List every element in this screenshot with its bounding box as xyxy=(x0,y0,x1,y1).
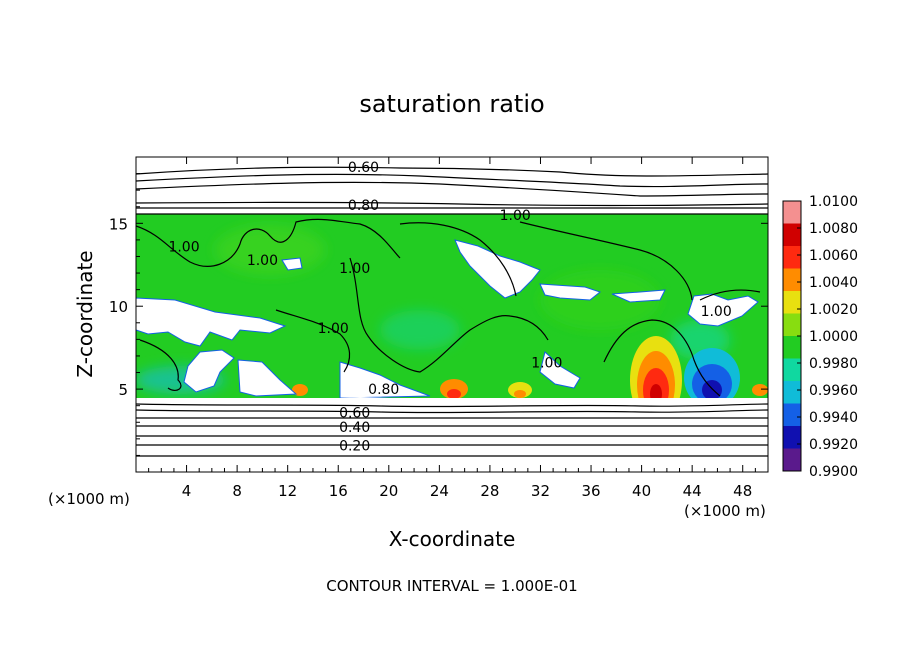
colorbar-label: 0.9920 xyxy=(809,437,858,453)
contour-label: 0.20 xyxy=(339,438,370,454)
lower-region xyxy=(136,398,768,472)
colorbar-label: 0.9980 xyxy=(809,356,858,372)
colorbar-swatch xyxy=(783,268,801,291)
upper-boundary xyxy=(136,211,768,214)
colorbar-swatch xyxy=(783,201,801,224)
colorbar-label: 0.9940 xyxy=(809,410,858,426)
x-tick-label: 40 xyxy=(632,482,651,500)
contour-labels: 0.60 0.80 1.00 1.00 1.00 1.00 1.00 1.00 1.00 0.80… xyxy=(168,160,732,455)
chart-title: saturation ratio xyxy=(359,90,544,118)
contour-interval-note: CONTOUR INTERVAL = 1.000E-01 xyxy=(326,577,577,595)
contour-label: 1.00 xyxy=(168,240,199,256)
contour-label: 0.40 xyxy=(339,420,370,436)
contour-lines xyxy=(136,166,768,457)
y-axis-label: Z-coordinate xyxy=(73,250,97,377)
colorbar-label: 0.9960 xyxy=(809,383,858,399)
plot-field: 0.60 0.80 1.00 1.00 1.00 1.00 1.00 1.00 1.00 0.80… xyxy=(136,157,768,472)
contour-label: 0.80 xyxy=(368,382,399,398)
x-tick-label: 8 xyxy=(232,482,242,500)
colorbar-swatch xyxy=(783,291,801,314)
y-tick-label: 15 xyxy=(109,215,128,233)
y-axis-ticks: 5 10 15 xyxy=(109,173,768,456)
colorbar-swatch xyxy=(783,426,801,449)
contour-label: 1.00 xyxy=(318,321,349,337)
dry-patches xyxy=(136,239,759,399)
cold-anomaly xyxy=(684,348,740,408)
x-tick-label: 32 xyxy=(531,482,550,500)
contour-label: 0.60 xyxy=(339,405,370,421)
x-tick-label: 44 xyxy=(683,482,702,500)
x-axis-label: X-coordinate xyxy=(389,527,516,551)
colorbar-swatch xyxy=(783,358,801,381)
base-edge xyxy=(136,397,768,402)
x-tick-label: 36 xyxy=(581,482,600,500)
y-tick-label: 5 xyxy=(118,381,128,399)
colorbar-swatch xyxy=(783,403,801,426)
colorbar-label: 1.0040 xyxy=(809,275,858,291)
x-tick-label: 16 xyxy=(329,482,348,500)
y-tick-label: 10 xyxy=(109,298,128,316)
colorbar-label: 1.0100 xyxy=(809,194,858,210)
contour-label: 1.00 xyxy=(247,253,278,269)
colorbar-label: 1.0080 xyxy=(809,221,858,237)
contour-label: 1.00 xyxy=(531,356,562,372)
colorbar: 0.9900 0.9920 0.9940 0.9960 0.9980 1.0000 1.00… xyxy=(782,194,858,480)
colorbar-label: 0.9900 xyxy=(809,464,858,480)
colorbar-label: 1.0020 xyxy=(809,302,858,318)
colorbar-label: 1.0000 xyxy=(809,329,858,345)
colorbar-swatch xyxy=(783,448,801,471)
x-tick-label: 4 xyxy=(182,482,192,500)
colorbar-swatch xyxy=(783,246,801,269)
x-tick-label: 12 xyxy=(278,482,297,500)
x-unit-right: (×1000 m) xyxy=(684,502,766,520)
colorbar-swatch xyxy=(783,313,801,336)
x-tick-label: 48 xyxy=(733,482,752,500)
x-tick-label: 20 xyxy=(379,482,398,500)
x-axis-ticks: 4 8 12 16 20 24 28 32 36 40 44 48 xyxy=(148,157,756,500)
contour-label: 0.60 xyxy=(348,160,379,176)
x-unit-left: (×1000 m) xyxy=(48,490,130,508)
x-tick-label: 28 xyxy=(480,482,499,500)
colorbar-swatch xyxy=(783,381,801,404)
contour-label: 1.00 xyxy=(339,261,370,277)
colorbar-label: 1.0060 xyxy=(809,248,858,264)
colorbar-swatch xyxy=(783,336,801,359)
contour-label: 0.80 xyxy=(348,198,379,214)
contour-label: 1.00 xyxy=(701,304,732,320)
warm-spots xyxy=(292,379,768,399)
contour-label: 1.00 xyxy=(500,208,531,224)
colorbar-swatch xyxy=(783,223,801,246)
x-tick-label: 24 xyxy=(430,482,449,500)
